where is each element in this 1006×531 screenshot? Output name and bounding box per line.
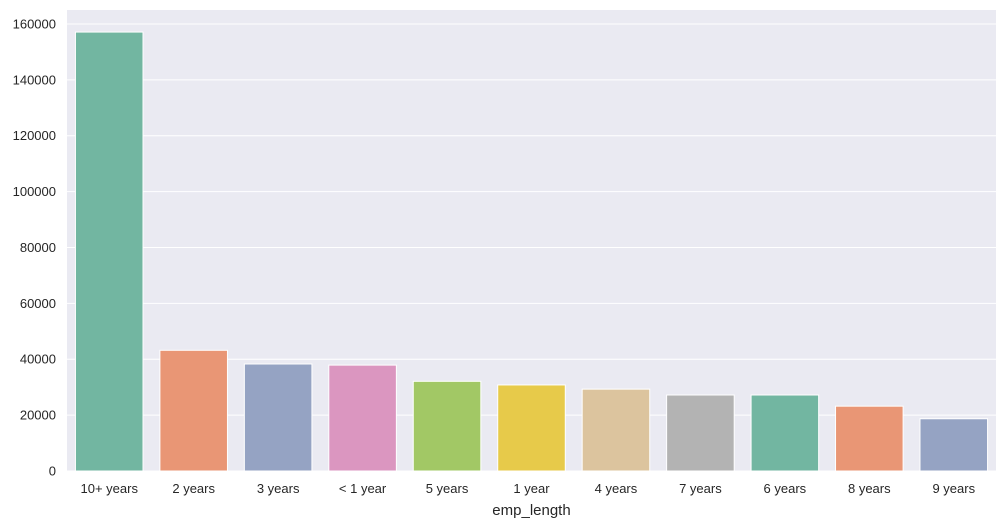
y-axis-ticks: 0 20000 40000 60000 80000 100000 120000 140000 1…: [13, 16, 56, 478]
bar-10: [919, 418, 989, 472]
bar-2: [243, 363, 313, 472]
x-tick-label: 4 years: [595, 481, 638, 496]
y-tick-label: 60000: [20, 296, 56, 311]
x-axis-ticks: 10+ years 2 years 3 years < 1 year 5 years 1 …: [81, 481, 976, 496]
bar-1: [159, 349, 228, 472]
y-tick-label: 40000: [20, 352, 56, 367]
bar-6: [581, 388, 651, 472]
bars: [74, 31, 989, 472]
y-tick-label: 20000: [20, 408, 56, 423]
x-tick-label: 10+ years: [81, 481, 139, 496]
y-tick-label: 120000: [13, 128, 56, 143]
x-axis-title: emp_length: [492, 502, 570, 519]
x-tick-label: < 1 year: [339, 481, 387, 496]
y-tick-label: 100000: [13, 184, 56, 199]
bar-9: [835, 405, 904, 472]
x-tick-label: 8 years: [848, 481, 891, 496]
x-tick-label: 7 years: [679, 481, 722, 496]
bar-7: [666, 394, 735, 472]
y-tick-label: 140000: [13, 72, 56, 87]
x-tick-label: 3 years: [257, 481, 300, 496]
x-tick-label: 6 years: [764, 481, 807, 496]
x-tick-label: 2 years: [172, 481, 215, 496]
bar-8: [750, 394, 820, 472]
y-tick-label: 80000: [20, 240, 56, 255]
x-tick-label: 5 years: [426, 481, 469, 496]
bar-5: [497, 384, 566, 472]
bar-4: [412, 380, 482, 472]
x-tick-label: 1 year: [513, 481, 550, 496]
bar-0: [74, 31, 144, 472]
bar-3: [328, 364, 397, 472]
x-tick-label: 9 years: [932, 481, 975, 496]
y-tick-label: 0: [49, 464, 56, 479]
y-tick-label: 160000: [13, 16, 56, 31]
